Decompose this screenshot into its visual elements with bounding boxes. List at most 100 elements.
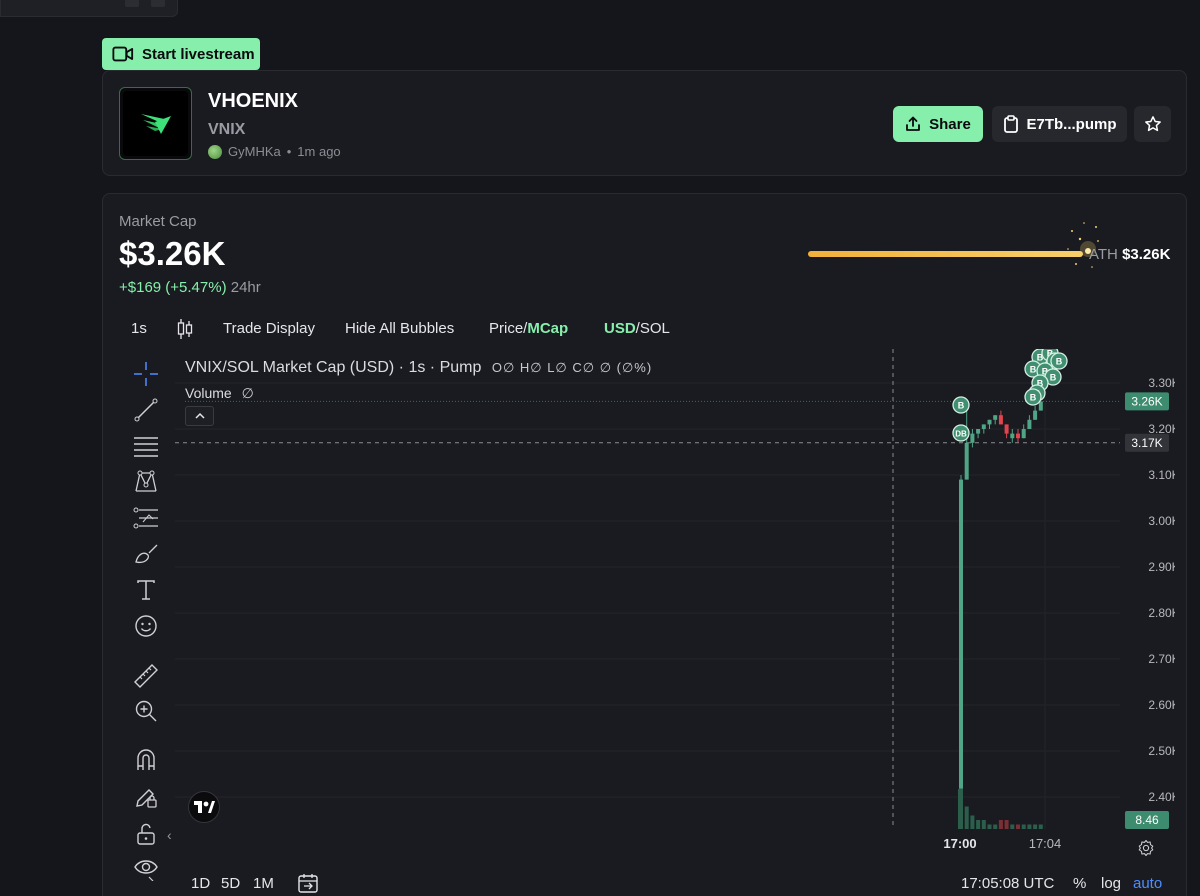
trade-bubble bbox=[1050, 352, 1068, 370]
y-tick-label: 3.10K bbox=[1148, 468, 1175, 482]
chart-settings-button[interactable] bbox=[1137, 839, 1155, 862]
legend-title: VNIX/SOL Market Cap (USD) · 1s · Pump bbox=[185, 359, 482, 376]
creator-name[interactable]: GyMHKa bbox=[228, 144, 281, 159]
clipboard-icon bbox=[1003, 115, 1018, 133]
auto-toggle[interactable]: auto bbox=[1133, 875, 1163, 892]
token-name: VHOENIX bbox=[208, 90, 299, 112]
crosshair-value-tag-bg bbox=[1125, 433, 1169, 452]
change-value: +$169 (+5.47%) bbox=[119, 279, 227, 296]
y-tick-label: 3.30K bbox=[1148, 376, 1175, 390]
last-value-tag: 3.26K bbox=[1131, 394, 1162, 408]
visibility-tool[interactable] bbox=[131, 854, 161, 884]
trade-bubble-label: B bbox=[1056, 357, 1063, 367]
start-livestream-label: Start livestream bbox=[142, 45, 255, 63]
timeframe-5d[interactable]: 5D bbox=[221, 875, 241, 892]
candle-body bbox=[987, 419, 992, 425]
date-range-button[interactable] bbox=[297, 872, 319, 896]
calendar-icon bbox=[298, 874, 318, 893]
currency-toggle[interactable]: USD/SOL bbox=[604, 320, 670, 337]
usd-option: USD bbox=[604, 320, 636, 337]
trade-bubble-label: B bbox=[1050, 373, 1057, 383]
pencil-lock-icon bbox=[136, 789, 157, 808]
change-period: 24hr bbox=[230, 279, 261, 296]
horizontal-lines-tool[interactable] bbox=[131, 431, 161, 461]
zoom-tool[interactable] bbox=[131, 696, 161, 726]
percent-toggle[interactable]: % bbox=[1073, 875, 1087, 892]
candle-type-button[interactable] bbox=[177, 318, 193, 344]
smiley-icon bbox=[135, 615, 157, 637]
trend-line-tool[interactable] bbox=[131, 395, 161, 425]
copy-contract-button[interactable]: E7Tb...pump bbox=[992, 106, 1127, 142]
unlock-icon bbox=[137, 823, 155, 845]
emoji-tool[interactable] bbox=[131, 611, 161, 641]
measure-tool[interactable] bbox=[131, 661, 161, 691]
text-icon bbox=[137, 580, 155, 600]
ath-progress-bar bbox=[808, 251, 1083, 257]
creator-avatar[interactable] bbox=[208, 144, 222, 159]
volume-bar bbox=[1033, 824, 1038, 829]
token-header-card: VHOENIX VNIX GyMHKa • 1m ago Share E7Tb.… bbox=[102, 70, 1187, 176]
pattern-tool[interactable] bbox=[131, 467, 161, 497]
y-tick-label: 2.40K bbox=[1148, 790, 1175, 804]
phoenix-logo-icon bbox=[140, 113, 171, 134]
sol-option: /SOL bbox=[635, 320, 670, 337]
share-button[interactable]: Share bbox=[893, 106, 983, 142]
favorite-button[interactable] bbox=[1134, 106, 1171, 142]
trade-bubble-label: B bbox=[1047, 349, 1054, 359]
candle-body bbox=[964, 442, 969, 480]
volume-bar bbox=[1016, 824, 1020, 829]
volume-bar bbox=[1010, 824, 1015, 829]
timeframe-1d[interactable]: 1D bbox=[191, 875, 211, 892]
y-tick-label: 3.00K bbox=[1148, 514, 1175, 528]
timeframe-1m[interactable]: 1M bbox=[253, 875, 274, 892]
mcap-option: MCap bbox=[527, 320, 569, 337]
candle-body bbox=[1021, 429, 1026, 439]
volume-bar bbox=[1038, 824, 1043, 829]
volume-bar bbox=[964, 806, 969, 829]
token-symbol: VNIX bbox=[208, 121, 246, 138]
video-camera-icon bbox=[112, 46, 134, 62]
candle-body bbox=[993, 415, 998, 420]
volume-value: ∅ bbox=[241, 385, 254, 401]
unlock-tool[interactable] bbox=[131, 819, 161, 849]
trend-line-icon bbox=[134, 398, 158, 422]
candle-body bbox=[1038, 401, 1043, 411]
volume-bar bbox=[998, 820, 1003, 829]
price-chart[interactable]: 3.30K 3.20K 3.10K 3.00K 2.90K 2.80K 2.70K 2.60K… bbox=[175, 349, 1175, 869]
chart-legend: VNIX/SOL Market Cap (USD) · 1s · Pump O∅… bbox=[185, 359, 652, 377]
price-mcap-toggle[interactable]: Price/MCap bbox=[489, 320, 568, 337]
log-toggle[interactable]: log bbox=[1101, 875, 1122, 892]
hide-bubbles-button[interactable]: Hide All Bubbles bbox=[345, 320, 455, 337]
volume-bar bbox=[958, 789, 963, 829]
volume-bar bbox=[1004, 820, 1009, 829]
collapse-legend-button[interactable] bbox=[185, 406, 214, 426]
key-icon bbox=[151, 0, 165, 7]
share-label: Share bbox=[929, 115, 971, 133]
trade-display-button[interactable]: Trade Display bbox=[223, 320, 315, 337]
candle-body bbox=[959, 479, 963, 797]
lock-drawings-tool[interactable] bbox=[131, 782, 161, 812]
volume-bar bbox=[987, 824, 992, 829]
utc-time[interactable]: 17:05:08 UTC bbox=[961, 875, 1055, 892]
volume-bar bbox=[993, 824, 998, 829]
pattern-icon bbox=[135, 470, 157, 492]
crosshair-tool[interactable] bbox=[131, 359, 161, 389]
volume-bar bbox=[970, 815, 975, 829]
trade-bubble-label: B bbox=[1037, 379, 1044, 389]
creator-info: GyMHKa • 1m ago bbox=[208, 144, 341, 159]
brush-tool[interactable] bbox=[131, 539, 161, 569]
x-tick-label: 17:04 bbox=[1029, 836, 1062, 851]
ath-label: ATH $3.26K bbox=[1089, 246, 1170, 263]
tradingview-logo[interactable] bbox=[188, 791, 220, 823]
collapse-toolbar-icon[interactable]: ‹ bbox=[167, 827, 172, 843]
volume-bar bbox=[981, 820, 986, 829]
fib-lines-icon bbox=[134, 437, 158, 457]
text-tool[interactable] bbox=[131, 575, 161, 605]
trade-bubble bbox=[952, 396, 970, 414]
candle-body bbox=[1010, 433, 1015, 439]
magnet-tool[interactable] bbox=[131, 745, 161, 775]
forecast-tool[interactable] bbox=[131, 503, 161, 533]
magnet-icon bbox=[137, 749, 155, 770]
start-livestream-button[interactable]: Start livestream bbox=[102, 38, 260, 70]
interval-selector[interactable]: 1s bbox=[131, 320, 147, 337]
